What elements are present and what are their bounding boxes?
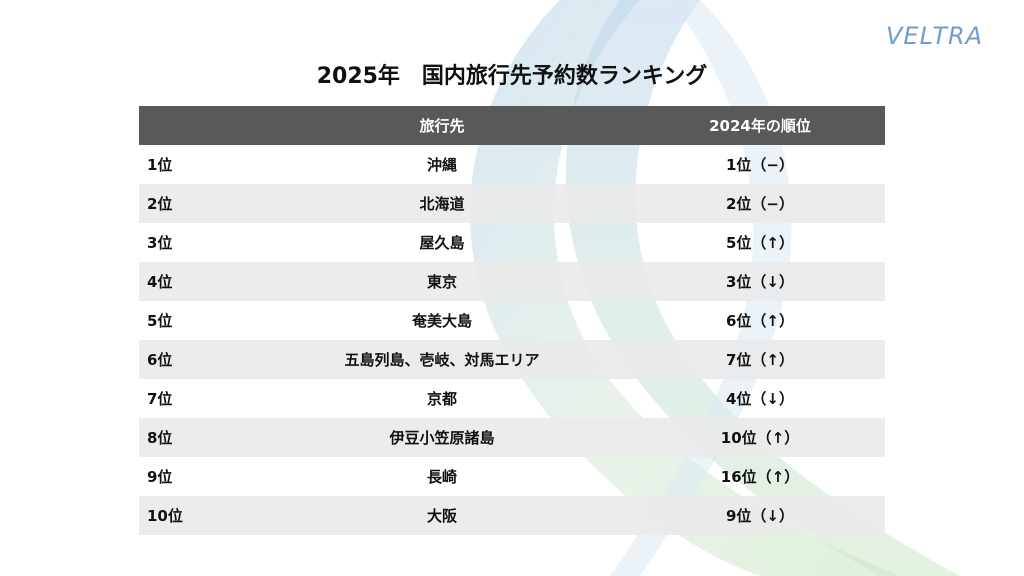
- table-row: 4位 東京 3位（↓）: [139, 262, 885, 301]
- previous-rank-cell: 5位（↑）: [725, 234, 794, 252]
- destination-cell: 屋久島: [419, 234, 465, 252]
- previous-rank-cell: 1位（−）: [725, 156, 794, 174]
- veltra-logo: VELTRA: [886, 22, 984, 50]
- ranking-table: 旅行先 2024年の順位 1位 沖縄 1位（−） 2位 北海道 2位（−） 3位…: [139, 106, 885, 535]
- destination-cell: 京都: [426, 390, 457, 408]
- rank-cell: 3位: [147, 234, 173, 252]
- table-row: 6位 五島列島、壱岐、対馬エリア 7位（↑）: [139, 340, 885, 379]
- rank-cell: 10位: [147, 507, 183, 525]
- table-row: 3位 屋久島 5位（↑）: [139, 223, 885, 262]
- previous-rank-cell: 4位（↓）: [725, 390, 794, 408]
- destination-cell: 奄美大島: [411, 312, 472, 330]
- previous-rank-cell: 6位（↑）: [725, 312, 794, 330]
- destination-cell: 北海道: [419, 195, 465, 213]
- rank-cell: 9位: [147, 468, 173, 486]
- table-row: 2位 北海道 2位（−）: [139, 184, 885, 223]
- rank-cell: 7位: [147, 390, 173, 408]
- previous-rank-cell: 16位（↑）: [720, 468, 800, 486]
- destination-cell: 大阪: [426, 507, 457, 525]
- rank-cell: 1位: [147, 156, 173, 174]
- rank-cell: 6位: [147, 351, 173, 369]
- previous-rank-cell: 10位（↑）: [720, 429, 800, 447]
- previous-rank-cell: 7位（↑）: [725, 351, 794, 369]
- destination-cell: 東京: [426, 273, 457, 291]
- table-row: 1位 沖縄 1位（−）: [139, 145, 885, 184]
- previous-rank-cell: 2位（−）: [725, 195, 794, 213]
- header-destination: 旅行先: [419, 117, 465, 135]
- table-row: 5位 奄美大島 6位（↑）: [139, 301, 885, 340]
- rank-cell: 5位: [147, 312, 173, 330]
- rank-cell: 4位: [147, 273, 173, 291]
- header-previous-rank: 2024年の順位: [709, 117, 811, 135]
- rank-cell: 2位: [147, 195, 173, 213]
- rank-cell: 8位: [147, 429, 173, 447]
- destination-cell: 伊豆小笠原諸島: [389, 429, 495, 447]
- table-row: 10位 大阪 9位（↓）: [139, 496, 885, 535]
- previous-rank-cell: 3位（↓）: [725, 273, 794, 291]
- previous-rank-cell: 9位（↓）: [725, 507, 794, 525]
- destination-cell: 長崎: [426, 468, 457, 486]
- destination-cell: 五島列島、壱岐、対馬エリア: [344, 351, 540, 369]
- table-header-row: 旅行先 2024年の順位: [139, 106, 885, 145]
- destination-cell: 沖縄: [426, 156, 457, 174]
- table-row: 7位 京都 4位（↓）: [139, 379, 885, 418]
- table-row: 8位 伊豆小笠原諸島 10位（↑）: [139, 418, 885, 457]
- table-row: 9位 長崎 16位（↑）: [139, 457, 885, 496]
- page-title: 2025年 国内旅行先予約数ランキング: [316, 64, 708, 89]
